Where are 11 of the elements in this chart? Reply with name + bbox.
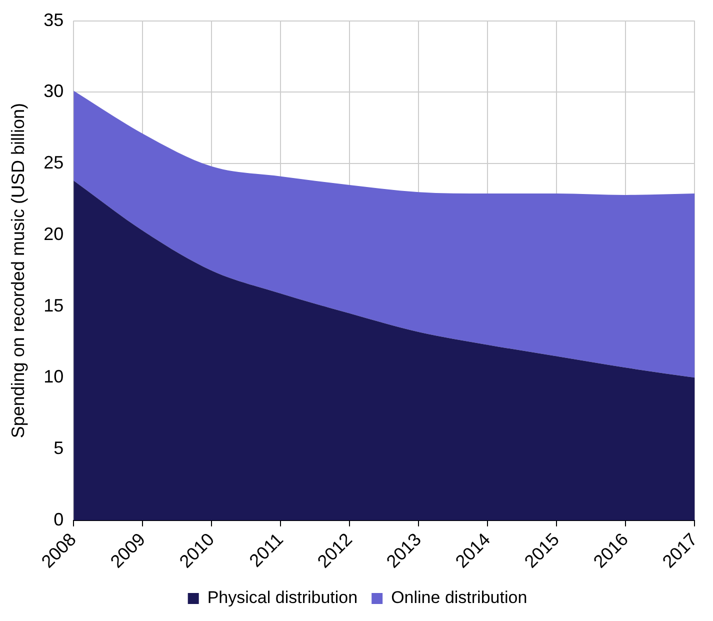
y-tick-label: 0 <box>54 509 64 530</box>
y-tick-label: 30 <box>44 81 64 102</box>
y-tick-label: 10 <box>44 366 64 387</box>
y-tick-label: 20 <box>44 224 64 244</box>
y-tick-label: 15 <box>44 295 64 316</box>
legend-label: Online distribution <box>391 588 528 608</box>
y-tick-label: 5 <box>54 438 64 458</box>
y-tick-label: 25 <box>44 152 64 173</box>
y-axis-title: Spending on recorded music (USD billion) <box>8 103 28 438</box>
y-tick-label: 35 <box>44 10 64 30</box>
legend-label: Physical distribution <box>207 588 358 608</box>
